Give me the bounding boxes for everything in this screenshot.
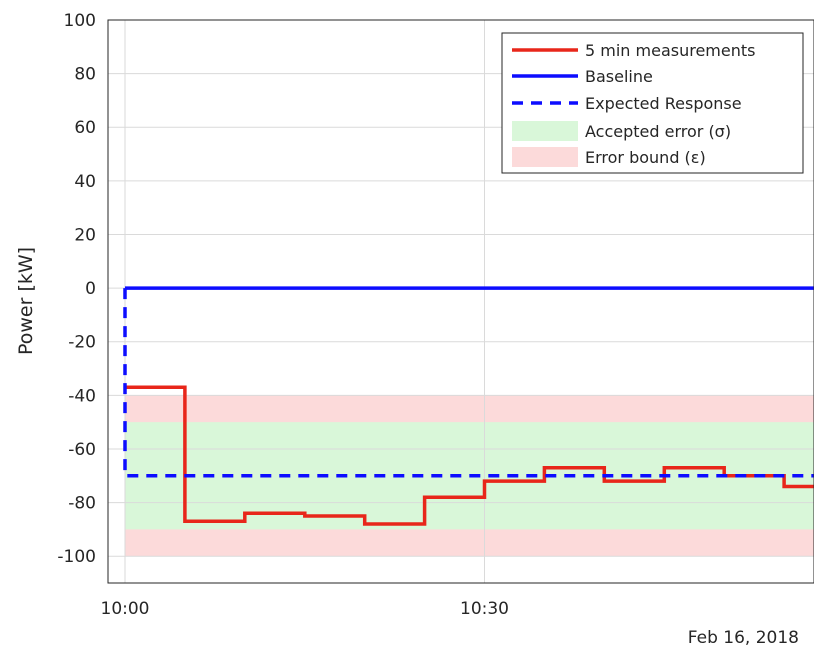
y-tick-label: 100 [64, 11, 96, 31]
y-tick-labels: 100 80 60 40 20 0 -20 -40 -60 -80 -100 [57, 11, 96, 567]
y-tick-label: -60 [68, 440, 96, 460]
expected-response-line [123, 288, 814, 478]
y-tick-label: 80 [74, 65, 96, 85]
legend-label-4: Error bound (ε) [585, 148, 706, 167]
y-tick-label: -20 [68, 333, 96, 353]
x-tick-label: 10:30 [460, 599, 509, 619]
legend-label-0: 5 min measurements [585, 41, 755, 60]
y-axis-label: Power [kW] [15, 247, 37, 355]
legend-label-2: Expected Response [585, 94, 742, 113]
legend-label-3: Accepted error (σ) [585, 122, 731, 141]
y-tick-label: 0 [85, 279, 96, 299]
y-tick-label: -40 [68, 386, 96, 406]
legend: 5 min measurements Baseline Expected Respo… [501, 32, 804, 174]
y-tick-label: -80 [68, 494, 96, 514]
legend-label-1: Baseline [585, 67, 653, 86]
y-tick-label: -100 [57, 547, 96, 567]
legend-swatch-4 [512, 147, 578, 167]
x-tick-label: 10:00 [101, 599, 150, 619]
plot-frame [107, 19, 814, 584]
5-min-measurements-line [125, 385, 814, 526]
legend-swatch-3 [512, 121, 578, 141]
y-tick-label: 40 [74, 172, 96, 192]
y-tick-label: 20 [74, 225, 96, 245]
date-label: Feb 16, 2018 [688, 628, 799, 648]
y-tick-label: 60 [74, 118, 96, 138]
series-group [123, 286, 814, 526]
